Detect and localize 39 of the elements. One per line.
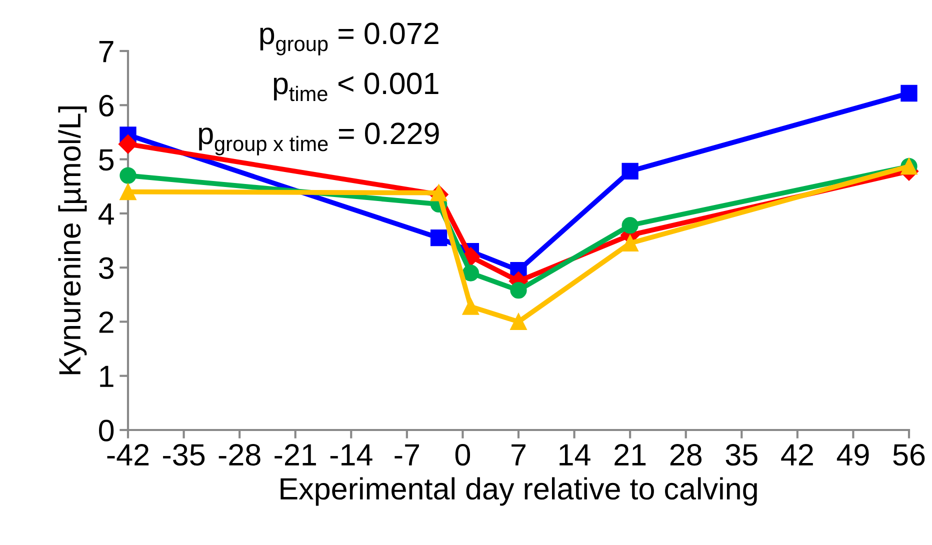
point xyxy=(120,183,136,200)
point xyxy=(510,282,527,299)
y-tick-label: 4 xyxy=(98,203,114,224)
point xyxy=(622,162,638,180)
y-tick-label: 3 xyxy=(98,257,114,279)
x-tick-label: 56 xyxy=(893,444,925,466)
y-tick-label: 2 xyxy=(99,311,114,333)
y-tick-label: 5 xyxy=(99,149,114,171)
x-tick-label: -14 xyxy=(330,444,372,466)
x-tick-label: 35 xyxy=(726,444,758,466)
point xyxy=(622,234,638,252)
point xyxy=(430,229,448,246)
point xyxy=(120,167,136,184)
point xyxy=(622,217,638,234)
x-tick-label: -35 xyxy=(163,444,205,466)
y-tick-label: 0 xyxy=(99,420,114,442)
point xyxy=(430,184,448,202)
x-tick-label: 21 xyxy=(614,444,646,466)
x-tick-label: 49 xyxy=(836,444,869,466)
x-tick-label: -7 xyxy=(394,444,419,466)
point xyxy=(118,134,138,154)
y-tick-label: 6 xyxy=(99,94,114,117)
point xyxy=(462,298,480,315)
x-tick-label: -21 xyxy=(274,444,316,466)
x-tick-label: -42 xyxy=(107,444,149,466)
point xyxy=(510,313,527,330)
y-axis-title: Kynurenine [µmol/L] xyxy=(58,106,87,374)
y-tick-label: 7 xyxy=(99,41,114,62)
annotation: ptime < 0.001 xyxy=(274,72,438,102)
point xyxy=(462,264,480,282)
x-tick-label: 42 xyxy=(781,444,813,466)
point xyxy=(900,84,918,102)
x-tick-label: 28 xyxy=(670,444,702,466)
x-tick-label: 0 xyxy=(455,444,470,466)
x-tick-label: -28 xyxy=(218,444,260,466)
x-axis-title: Experimental day relative to calving xyxy=(280,477,757,506)
y-tick-label: 1 xyxy=(100,366,114,387)
x-tick-label: 14 xyxy=(560,444,590,466)
x-tick-label: 7 xyxy=(512,444,526,466)
